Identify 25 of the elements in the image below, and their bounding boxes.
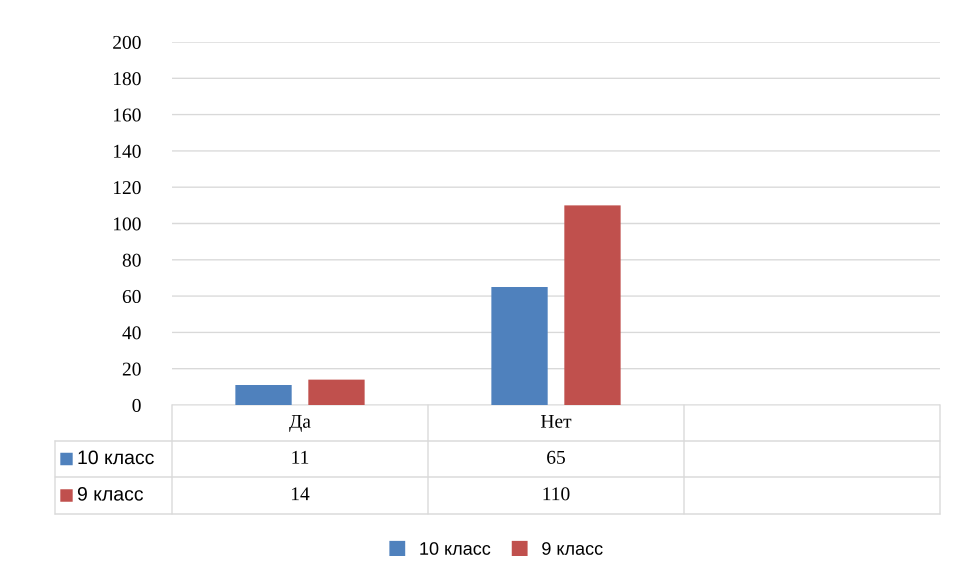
bar [564,205,621,405]
text: 10 класс [420,542,490,555]
bar [491,287,548,405]
y-tick-label: 140 [114,144,141,158]
bar [308,380,365,405]
text: 9 класс [78,486,144,501]
legend-label: 9 класс [542,542,603,555]
bar [235,385,292,405]
data-label: 110 [543,487,570,500]
x-tick-label: Да [289,414,311,432]
y-tick-label: 60 [122,290,141,304]
y-tick-label: 0 [132,398,141,412]
data-label: 14 [292,487,310,500]
y-tick-label: 160 [114,108,141,122]
y-tick-label: 20 [122,362,141,376]
x-tick-label: Нет [540,414,572,428]
y-tick-label: 40 [122,326,141,340]
legend-label: 10 класс [78,450,154,464]
y-tick-label: 200 [113,36,141,49]
data-label: 11 [292,450,308,464]
y-tick-label: 100 [114,217,141,230]
data-label: 65 [547,450,565,464]
y-tick-label: 180 [114,72,141,86]
y-tick-label: 120 [114,181,141,194]
y-tick-label: 80 [122,254,141,267]
